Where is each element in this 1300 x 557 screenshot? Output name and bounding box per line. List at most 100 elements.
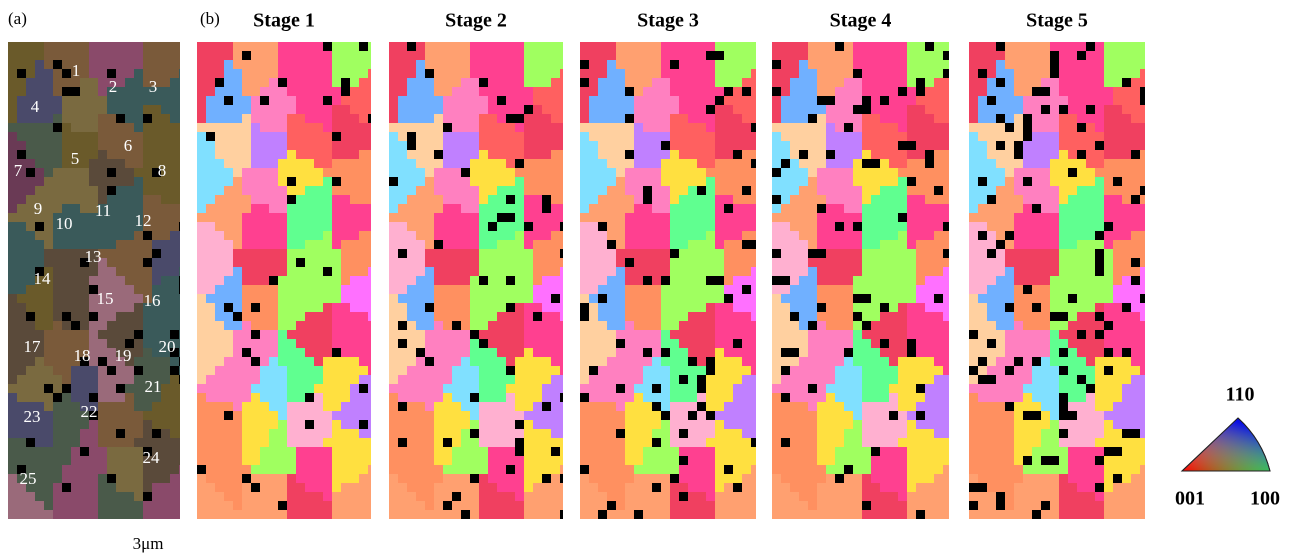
grain-cell [242, 501, 251, 510]
grain-cell [434, 285, 443, 294]
grain-cell [643, 474, 652, 483]
grain-cell [560, 141, 563, 150]
grain-cell [742, 231, 751, 240]
grain-cell [871, 186, 880, 195]
grain-cell [170, 195, 179, 204]
grain-cell [452, 330, 461, 339]
grain-cell [733, 132, 742, 141]
grain-cell [715, 267, 724, 276]
grain-cell [706, 204, 715, 213]
grain-cell [461, 51, 470, 60]
grain-cell [560, 78, 563, 87]
grain-cell [170, 51, 179, 60]
grain-cell [416, 96, 425, 105]
grain-cell [215, 168, 224, 177]
grain-cell [242, 195, 251, 204]
grain-cell [53, 42, 62, 51]
grain-cell [452, 357, 461, 366]
grain-cell [479, 114, 488, 123]
grain-cell [242, 456, 251, 465]
grain-cell [551, 123, 560, 132]
grain-cell [515, 321, 524, 330]
grain-cell [80, 483, 89, 492]
grain-cell [251, 465, 260, 474]
grain-cell [107, 321, 116, 330]
grain-cell [134, 285, 143, 294]
grain-cell [116, 285, 125, 294]
grain-cell [224, 222, 233, 231]
grain-cell [934, 42, 943, 51]
grain-cell [679, 276, 688, 285]
grain-cell [161, 312, 170, 321]
grain-cell [751, 393, 756, 402]
grain-cell [416, 276, 425, 285]
grain-cell [461, 276, 470, 285]
grain-cell [661, 78, 670, 87]
grain-cell [98, 339, 107, 348]
grain-cell [661, 366, 670, 375]
grain-number: 8 [158, 161, 167, 180]
grain-cell [925, 267, 934, 276]
grain-cell [8, 402, 17, 411]
grain-cell [323, 42, 332, 51]
grain-cell [359, 231, 368, 240]
grain-cell [643, 69, 652, 78]
grain-cell [305, 168, 314, 177]
grain-cell [461, 384, 470, 393]
grain-cell [251, 240, 260, 249]
grain-cell [461, 429, 470, 438]
grain-cell [143, 42, 152, 51]
grain-cell [871, 159, 880, 168]
grain-cell [332, 447, 341, 456]
grain-cell [715, 105, 724, 114]
grain-cell [314, 501, 323, 510]
grain-cell [71, 456, 80, 465]
grain-cell [260, 258, 269, 267]
grain-cell [835, 177, 844, 186]
grain-cell [916, 285, 925, 294]
grain-cell [853, 303, 862, 312]
grain-cell [479, 348, 488, 357]
grain-cell [8, 249, 17, 258]
grain-cell [817, 69, 826, 78]
grain-cell [323, 402, 332, 411]
grain-cell [98, 312, 107, 321]
grain-cell [452, 267, 461, 276]
grain-cell [880, 186, 889, 195]
grain-cell [170, 276, 179, 285]
grain-cell [551, 330, 560, 339]
grain-cell [161, 447, 170, 456]
grain-cell [479, 501, 488, 510]
grain-cell [434, 114, 443, 123]
grain-cell [287, 294, 296, 303]
grain-cell [808, 303, 817, 312]
grain-cell [224, 375, 233, 384]
grain-cell [506, 474, 515, 483]
grain-cell [925, 303, 934, 312]
grain-cell [134, 339, 143, 348]
grain-cell [98, 321, 107, 330]
grain-cell [533, 456, 542, 465]
grain-cell [452, 384, 461, 393]
grain-cell [407, 411, 416, 420]
grain-cell [524, 231, 533, 240]
grain-cell [889, 204, 898, 213]
grain-cell [790, 87, 799, 96]
grain-cell [551, 96, 560, 105]
grain-cell [461, 114, 470, 123]
grain-cell [515, 510, 524, 519]
grain-cell [368, 330, 371, 339]
grain-cell [416, 447, 425, 456]
grain-cell [506, 267, 515, 276]
grain-cell [751, 501, 756, 510]
grain-cell [260, 429, 269, 438]
grain-cell [844, 114, 853, 123]
grain-cell [542, 429, 551, 438]
grain-cell [697, 240, 706, 249]
grain-cell [625, 231, 634, 240]
grain-cell [278, 69, 287, 78]
grain-cell [314, 447, 323, 456]
grain-cell [616, 177, 625, 186]
grain-cell [488, 195, 497, 204]
grain-cell [323, 339, 332, 348]
